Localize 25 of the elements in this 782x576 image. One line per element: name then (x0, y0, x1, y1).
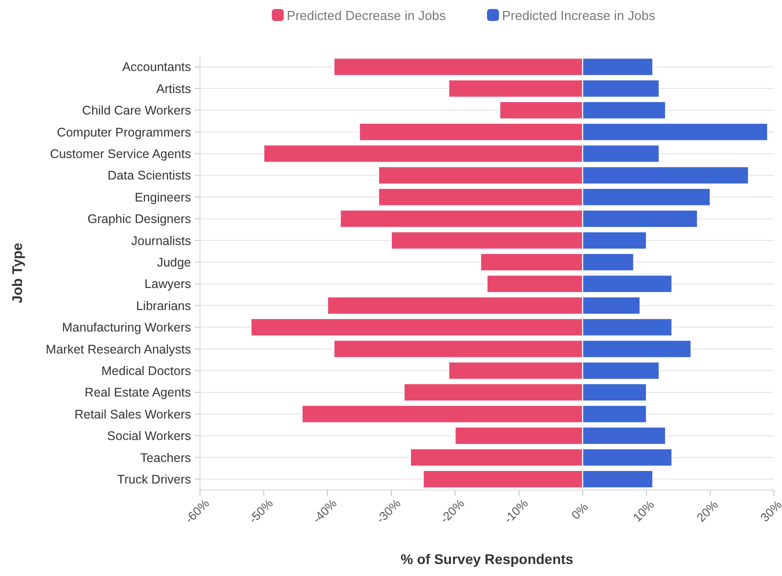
y-tick-label: Engineers (134, 190, 191, 204)
y-tick-label: Child Care Workers (82, 104, 191, 118)
y-tick-label: Manufacturing Workers (62, 320, 191, 335)
y-tick-label: Librarians (136, 298, 191, 313)
legend-label: Predicted Decrease in Jobs (286, 8, 446, 23)
y-tick-label: Social Workers (107, 429, 191, 444)
y-tick-label: Judge (156, 256, 192, 270)
y-tick-label: Retail Sales Workers (74, 407, 191, 422)
y-tick-label: Medical Doctors (101, 364, 191, 378)
y-tick-label: Graphic Designers (87, 212, 191, 226)
x-axis-title: % of Survey Respondents (400, 551, 574, 567)
legend-label: Predicted Increase in Jobs (502, 8, 656, 23)
y-tick-label: Truck Drivers (117, 472, 191, 487)
y-tick-label: Artists (156, 82, 191, 96)
y-tick-label: Journalists (131, 234, 191, 248)
y-tick-label: Lawyers (144, 277, 191, 292)
y-tick-label: Customer Service Agents (50, 147, 191, 162)
y-tick-label: Real Estate Agents (84, 386, 191, 400)
y-axis-title: Job Type (9, 242, 25, 304)
y-tick-label: Computer Programmers (56, 125, 191, 140)
x-tick-label: 0% (568, 500, 592, 522)
y-tick-label: Market Research Analysts (46, 342, 191, 356)
y-tick-label: Accountants (122, 60, 191, 74)
y-tick-label: Data Scientists (108, 168, 191, 183)
y-tick-label: Teachers (140, 450, 191, 465)
